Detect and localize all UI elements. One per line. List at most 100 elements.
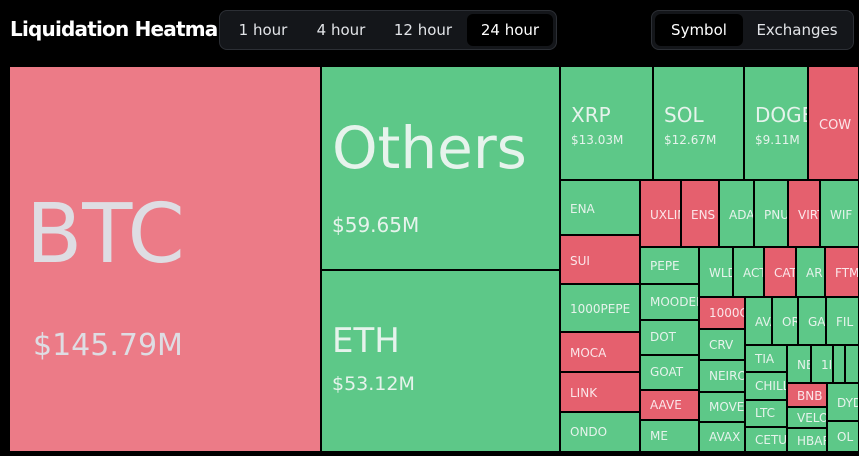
tile-value: $59.65M: [332, 213, 420, 237]
timeframe-12-hour[interactable]: 12 hour: [393, 21, 453, 39]
tile-dot[interactable]: DOT: [640, 320, 699, 355]
tile-symbol: SUI: [570, 254, 590, 268]
tile-others[interactable]: Others $59.65M: [321, 66, 560, 270]
tile-symbol: PNUT: [764, 208, 787, 222]
tile-symbol: XRP: [571, 103, 611, 127]
tile-ltc[interactable]: LTC: [745, 400, 787, 427]
tile-value: $53.12M: [332, 373, 415, 395]
tile-symbol: CAT: [774, 266, 796, 280]
tile-symbol: DOGE: [755, 103, 807, 127]
tile-aave[interactable]: AAVE: [640, 390, 699, 420]
tile-virtual[interactable]: VIRTUAL: [788, 180, 820, 247]
tile-pepe[interactable]: PEPE: [640, 247, 699, 284]
tile-symbol: VELO: [797, 411, 827, 425]
timeframe-selector: 1 hour 4 hour 12 hour 24 hour: [219, 10, 557, 50]
tile-moodeng[interactable]: MOODENG: [640, 284, 699, 320]
tile-btc[interactable]: BTC $145.79M: [9, 66, 321, 452]
tile-symbol: WIF: [830, 208, 853, 222]
page-title: Liquidation Heatmap: [10, 17, 232, 41]
tile-small-b[interactable]: [845, 345, 859, 383]
header-bar: Liquidation Heatmap 1 hour 4 hour 12 hou…: [0, 0, 859, 62]
tile-symbol: GOAT: [650, 365, 684, 379]
tile-symbol: MOVE: [709, 400, 745, 414]
tile-1000cat[interactable]: 1000CAT: [699, 297, 745, 329]
tile-or[interactable]: ORDI: [772, 297, 798, 345]
tile-wld[interactable]: WLD: [699, 247, 733, 297]
tile-symbol: DYDX: [837, 396, 858, 410]
tile-velo[interactable]: VELO: [787, 407, 827, 428]
tile-goat[interactable]: GOAT: [640, 355, 699, 390]
tile-chillguy[interactable]: CHILLGUY: [745, 372, 787, 400]
tile-value: $9.11M: [755, 133, 800, 147]
tile-symbol: NEIRO: [709, 369, 745, 383]
tile-fil[interactable]: FIL: [826, 297, 859, 345]
view-symbol[interactable]: Symbol: [655, 14, 743, 46]
tile-neiro[interactable]: NEIRO: [699, 360, 745, 392]
tile-sol[interactable]: SOL $12.67M: [653, 66, 744, 180]
tile-sui[interactable]: SUI: [560, 235, 640, 284]
tile-symbol: SOL: [664, 103, 704, 127]
tile-value: $13.03M: [571, 133, 624, 147]
tile-crv[interactable]: CRV: [699, 329, 745, 360]
tile-link[interactable]: LINK: [560, 372, 640, 412]
tile-pnut[interactable]: PNUT: [754, 180, 788, 247]
tile-1inch[interactable]: 1INCH: [811, 345, 833, 383]
tile-ondo[interactable]: ONDO: [560, 412, 640, 452]
tile-symbol: ENS: [691, 208, 716, 222]
tile-moca[interactable]: MOCA: [560, 332, 640, 372]
tile-symbol: ENA: [570, 202, 595, 216]
tile-me[interactable]: ME: [640, 420, 699, 452]
tile-cat[interactable]: CAT: [764, 247, 796, 297]
tile-cow[interactable]: COW: [808, 66, 859, 180]
tile-symbol: UXLINK: [650, 208, 680, 222]
tile-ftm[interactable]: FTM: [825, 247, 859, 297]
tile-ar[interactable]: AR: [796, 247, 825, 297]
tile-xrp[interactable]: XRP $13.03M: [560, 66, 653, 180]
tile-1000pepe[interactable]: 1000PEPE: [560, 284, 640, 332]
tile-avax[interactable]: AVAX: [699, 422, 745, 452]
tile-ada[interactable]: ADA: [719, 180, 754, 247]
tile-ol[interactable]: OL: [827, 421, 859, 452]
tile-tia[interactable]: TIA: [745, 345, 787, 372]
tile-symbol: VIRTUAL: [798, 208, 819, 222]
tile-symbol: CETUS: [755, 433, 787, 447]
tile-value: $12.67M: [664, 133, 717, 147]
tile-uxlink[interactable]: UXLINK: [640, 180, 681, 247]
tile-symbol: HBAR: [797, 434, 826, 448]
tile-small-a[interactable]: [833, 345, 845, 383]
tile-symbol: TIA: [755, 352, 775, 366]
tile-symbol: AVAX: [709, 430, 741, 444]
tile-near[interactable]: NEAR: [787, 345, 811, 383]
tile-act[interactable]: ACT: [733, 247, 764, 297]
tile-doge[interactable]: DOGE $9.11M: [744, 66, 808, 180]
tile-dydx[interactable]: DYDX: [827, 383, 859, 421]
tile-symbol: ORDI: [782, 315, 797, 329]
tile-ga[interactable]: GALA: [798, 297, 826, 345]
tile-symbol: 1000PEPE: [570, 302, 631, 316]
tile-symbol: WLD: [709, 266, 732, 280]
timeframe-1-hour[interactable]: 1 hour: [238, 21, 288, 39]
tile-av[interactable]: AVAX: [745, 297, 772, 345]
tile-symbol: ME: [650, 429, 668, 443]
tile-symbol: PEPE: [650, 259, 680, 273]
tile-eth[interactable]: ETH $53.12M: [321, 270, 560, 452]
tile-symbol: BTC: [26, 187, 185, 282]
tile-symbol: Others: [332, 114, 527, 182]
tile-ens[interactable]: ENS: [681, 180, 719, 247]
tile-wif[interactable]: WIF: [820, 180, 859, 247]
tile-symbol: ONDO: [570, 425, 608, 439]
tile-cetus[interactable]: CETUS: [745, 427, 787, 452]
tile-bnb[interactable]: BNB: [787, 383, 827, 407]
tile-symbol: CRV: [709, 338, 734, 352]
tile-symbol: FIL: [836, 315, 854, 329]
tile-value: $145.79M: [33, 328, 183, 363]
tile-symbol: CHILLGUY: [755, 379, 786, 393]
tile-ena[interactable]: ENA: [560, 180, 640, 235]
view-exchanges[interactable]: Exchanges: [756, 21, 838, 39]
tile-symbol: AR: [806, 266, 823, 280]
timeframe-24-hour[interactable]: 24 hour: [467, 14, 553, 46]
timeframe-4-hour[interactable]: 4 hour: [316, 21, 366, 39]
tile-move[interactable]: MOVE: [699, 392, 745, 422]
tile-symbol: BNB: [797, 389, 823, 403]
tile-hbar[interactable]: HBAR: [787, 428, 827, 452]
